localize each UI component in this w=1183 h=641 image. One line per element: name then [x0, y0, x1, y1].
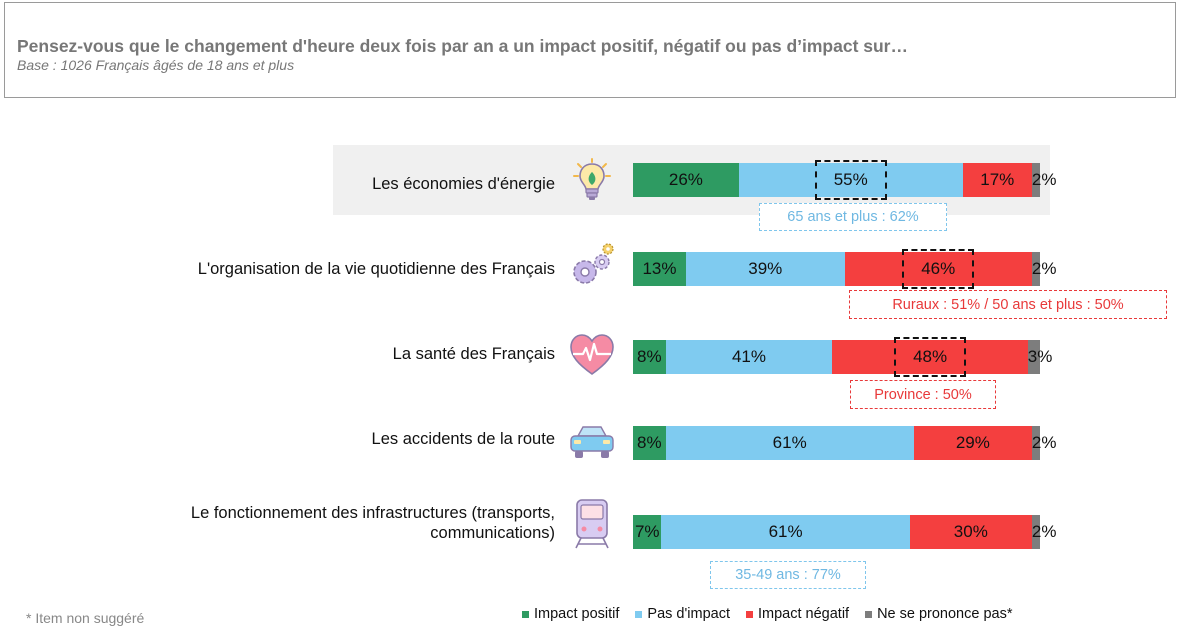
legend-item-negatif: Impact négatif — [745, 606, 850, 622]
bar-value-label: 2% — [1031, 433, 1057, 452]
bar-segment-nsp: 3% — [1027, 340, 1052, 374]
bar-value-label: 3% — [1027, 347, 1053, 366]
note-ruraux: Ruraux : 51% / 50 ans et plus : 50% — [849, 290, 1167, 319]
bar-segment-positif: 13% — [633, 252, 686, 286]
row-label-organisation: L'organisation de la vie quotidienne des… — [197, 260, 555, 278]
legend-swatch-negatif — [745, 610, 753, 618]
bar-row-2: 8% 41% 48% 3% — [633, 337, 1052, 377]
bar-segment-positif: 7% — [633, 515, 662, 549]
bar-value-label: 17% — [980, 170, 1015, 189]
bar-segment-nsp: 2% — [1031, 163, 1056, 197]
train-icon — [572, 497, 612, 551]
chart-subtitle: Base : 1026 Français âgés de 18 ans et p… — [17, 57, 295, 73]
bar-segment-pas-impact: 61% — [661, 515, 910, 549]
bar-value-label: 8% — [636, 433, 662, 452]
bar-value-label: 13% — [642, 259, 677, 278]
bar-value-label: 26% — [668, 170, 703, 189]
row-label-sante: La santé des Français — [392, 345, 555, 363]
bar-segment-nsp: 2% — [1031, 515, 1056, 549]
bar-segment-pas-impact: 61% — [665, 426, 914, 460]
legend-item-nsp: Ne se prononce pas* — [865, 606, 1012, 622]
bar-value-label: 41% — [731, 347, 766, 366]
legend-swatch-pas-impact — [635, 610, 643, 618]
bar-segment-negatif: 17% — [962, 163, 1032, 197]
bar-value-label: 61% — [772, 433, 807, 452]
bar-value-label: 46% — [921, 259, 956, 278]
legend-swatch-positif — [522, 610, 529, 618]
heart-icon — [568, 332, 616, 378]
bar-row-3: 8% 61% 29% 2% — [633, 426, 1056, 460]
bar-segment-negatif: 48% — [832, 340, 1028, 374]
legend-label-pas-impact: Pas d'impact — [647, 606, 730, 622]
highlight-dashed-box — [894, 337, 967, 377]
bar-row-4: 7% 61% 30% 2% — [633, 515, 1056, 549]
bar-segment-positif: 8% — [633, 340, 666, 374]
bar-value-label: 61% — [768, 522, 803, 541]
bar-value-label: 2% — [1031, 522, 1057, 541]
row-label-energie: Les économies d'énergie — [372, 175, 555, 193]
lightbulb-icon — [570, 158, 614, 202]
legend-item-positif: Impact positif — [522, 606, 619, 622]
note-35-49-ans: 35-49 ans : 77% — [710, 561, 866, 589]
bar-segment-negatif: 46% — [844, 252, 1032, 286]
bar-value-label: 8% — [636, 347, 662, 366]
bar-segment-pas-impact: 39% — [685, 252, 845, 286]
car-icon — [568, 422, 616, 462]
footnote: * Item non suggéré — [26, 610, 145, 626]
bar-value-label: 39% — [748, 259, 783, 278]
note-65-ans: 65 ans et plus : 62% — [759, 203, 947, 231]
legend: Impact positif Pas d'impact Impact négat… — [522, 606, 1028, 622]
bar-value-label: 48% — [913, 347, 948, 366]
bar-segment-nsp: 2% — [1031, 252, 1056, 286]
note-province: Province : 50% — [850, 380, 996, 409]
row-label-accidents: Les accidents de la route — [371, 430, 555, 448]
header-box: Pensez-vous que le changement d'heure de… — [4, 2, 1176, 98]
highlight-dashed-box — [902, 249, 975, 289]
bar-segment-positif: 8% — [633, 426, 666, 460]
highlight-dashed-box — [814, 160, 887, 200]
bar-segment-pas-impact: 41% — [665, 340, 833, 374]
bar-value-label: 30% — [953, 522, 988, 541]
chart-title: Pensez-vous que le changement d'heure de… — [17, 36, 908, 56]
bar-value-label: 7% — [634, 522, 660, 541]
bar-value-label: 29% — [955, 433, 990, 452]
legend-swatch-nsp — [865, 610, 873, 618]
bar-row-0: 26% 55% 17% 2% — [633, 160, 1056, 200]
row-label-infrastructures: Le fonctionnement des infrastructures (t… — [190, 504, 555, 542]
bar-value-label: 2% — [1031, 170, 1057, 189]
bar-segment-pas-impact: 55% — [738, 163, 963, 197]
gears-icon — [568, 240, 618, 290]
legend-label-positif: Impact positif — [534, 606, 620, 622]
bar-value-label: 55% — [833, 170, 868, 189]
bar-segment-negatif: 30% — [909, 515, 1032, 549]
bar-segment-nsp: 2% — [1031, 426, 1056, 460]
legend-label-nsp: Ne se prononce pas* — [877, 606, 1013, 622]
legend-label-negatif: Impact négatif — [757, 606, 850, 622]
bar-segment-positif: 26% — [633, 163, 739, 197]
bar-segment-negatif: 29% — [913, 426, 1032, 460]
bar-row-1: 13% 39% 46% 2% — [633, 249, 1056, 289]
bar-value-label: 2% — [1031, 259, 1057, 278]
legend-item-pas-impact: Pas d'impact — [635, 606, 730, 622]
